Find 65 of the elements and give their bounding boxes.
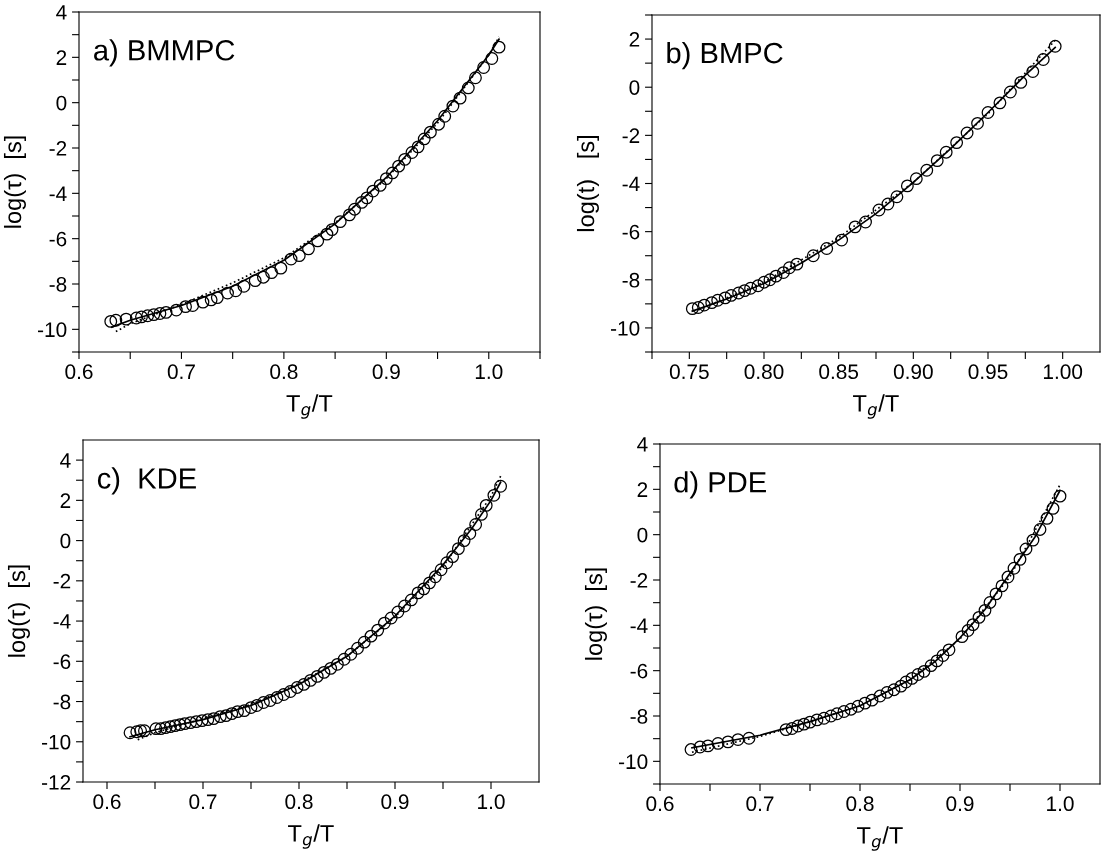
x-tick-label: 0.9 (946, 796, 974, 812)
x-tick-label: 1.00 (1043, 364, 1083, 380)
x-tick-label: 0.6 (646, 796, 674, 812)
y-tick-label: -6 (622, 224, 640, 240)
y-tick-label: 0 (56, 95, 67, 111)
y-tick-label: -6 (49, 231, 67, 247)
y-tick-label: 2 (60, 493, 71, 508)
text: a) BMMPC (94, 39, 235, 67)
x-tick-label: 0.75 (669, 364, 709, 380)
x-axis-title: T$_{g}$/T (857, 826, 903, 851)
y-axis-title: log(τ) [s] (3, 136, 26, 228)
x-tick-label: 1.0 (1047, 796, 1074, 812)
x-tick-label: 0.7 (167, 364, 195, 380)
y-tick-label: -8 (630, 709, 648, 724)
y-tick-label: -4 (622, 176, 640, 192)
y-tick-label: 4 (60, 453, 71, 468)
x-axis-title: T$_{g}$/T (286, 394, 333, 419)
y-tick-label: 0 (629, 80, 640, 95)
y-tick-label: -10 (619, 754, 648, 770)
y-tick-label: 4 (637, 437, 648, 452)
x-tick-label: 0.6 (65, 364, 93, 380)
y-tick-label: -10 (611, 320, 640, 336)
y-tick-label: 0 (60, 533, 71, 549)
x-tick-label: 0.90 (893, 364, 933, 380)
y-tick-label: -8 (49, 277, 67, 292)
text: d) PDE (674, 471, 766, 499)
x-axis-title: T$_{g}$/T (853, 394, 899, 419)
y-tick-label: -2 (630, 573, 648, 588)
x-tick-label: 1.0 (478, 794, 505, 810)
y-tick-label: -2 (49, 141, 67, 156)
y-tick-label: 2 (56, 50, 67, 65)
y-tick-label: -4 (53, 614, 71, 629)
x-tick-label: 0.7 (746, 796, 774, 812)
x-tick-label: 0.8 (285, 794, 313, 810)
y-tick-label: -6 (53, 654, 71, 670)
x-tick-label: 0.80 (744, 364, 784, 380)
x-tick-label: 0.8 (270, 364, 298, 380)
x-tick-label: 0.85 (819, 364, 859, 380)
x-axis-title: T$_{g}$/T (288, 824, 334, 849)
y-tick-label: -10 (38, 322, 67, 338)
x-tick-label: 0.8 (846, 796, 874, 812)
y-tick-label: -8 (53, 694, 71, 710)
y-tick-label: -2 (622, 128, 640, 143)
y-tick-label: 0 (637, 527, 648, 543)
x-tick-label: 0.7 (189, 794, 217, 810)
text: b) BMPC (667, 41, 783, 70)
y-tick-label: 2 (629, 32, 640, 47)
y-tick-label: 2 (637, 482, 648, 497)
x-tick-label: 0.9 (372, 364, 400, 380)
x-tick-label: 0.95 (968, 364, 1008, 380)
y-tick-label: -8 (622, 272, 640, 288)
y-tick-label: -4 (630, 618, 648, 633)
text: c) KDE (97, 467, 196, 495)
y-tick-label: -6 (630, 663, 648, 679)
y-tick-label: -12 (42, 775, 71, 790)
y-tick-label: -2 (53, 573, 71, 589)
y-tick-label: -10 (42, 734, 71, 750)
x-tick-label: 0.6 (93, 794, 121, 810)
y-axis-title: log(t) [s] (576, 135, 599, 232)
y-axis-title: log(τ) [s] (7, 565, 30, 657)
x-tick-label: 0.9 (381, 794, 409, 810)
x-tick-label: 1.0 (475, 364, 503, 380)
y-tick-label: -4 (49, 186, 67, 201)
y-axis-title: log(τ) [s] (584, 568, 607, 660)
y-tick-label: 4 (56, 5, 67, 20)
